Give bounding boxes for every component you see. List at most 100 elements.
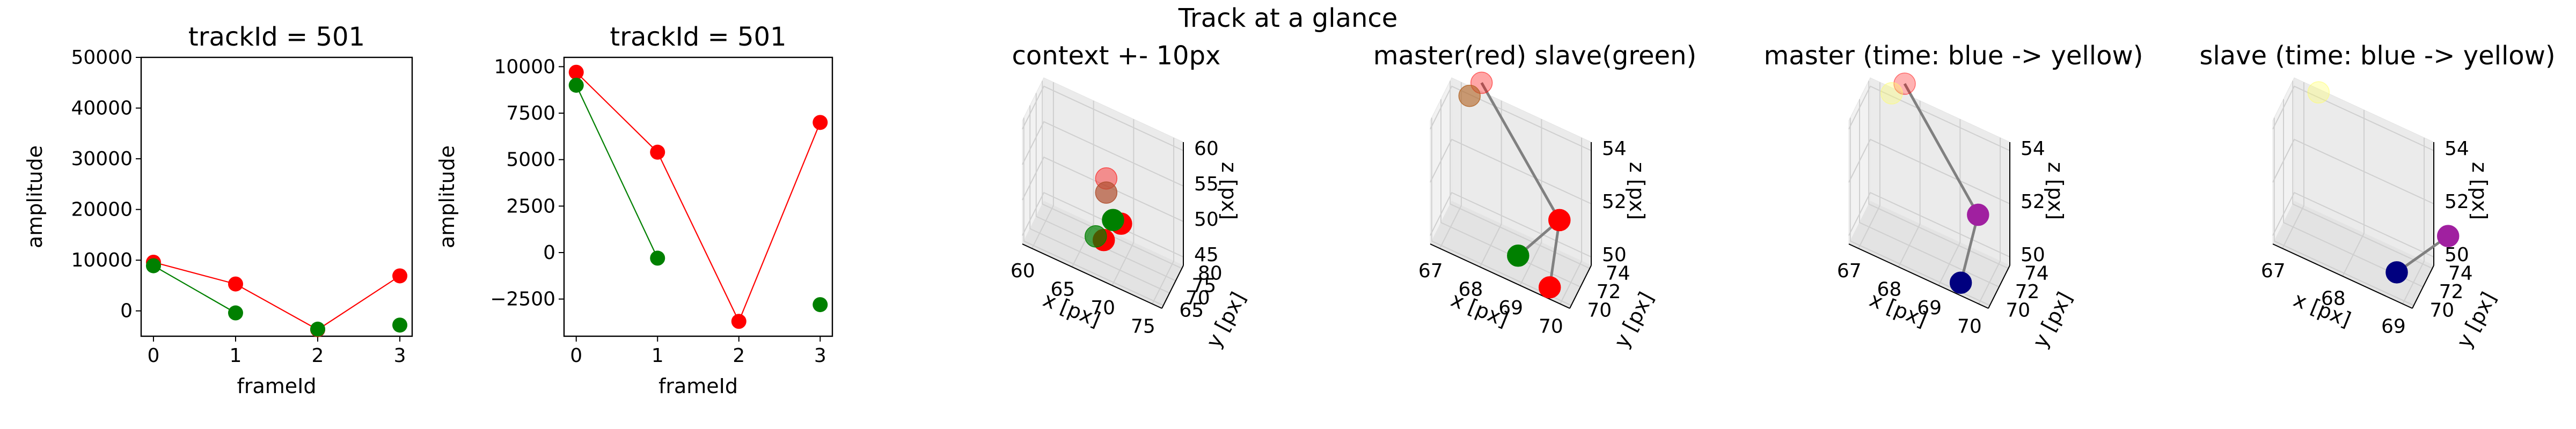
panels-group: trackId = 501 0 1 2 3 0 10000 20000 30000 40000 50… — [23, 22, 2556, 398]
z-tick-label: 54 — [2021, 138, 2045, 160]
data-point — [392, 268, 408, 284]
z-tick-label: 54 — [2445, 138, 2469, 160]
data-point — [2436, 225, 2460, 247]
z-axis-label: z [px] — [1217, 162, 1241, 220]
x-tick-label: 3 — [394, 345, 406, 367]
data-point — [813, 115, 828, 130]
x-grid-line — [2402, 137, 2425, 305]
x-tick-label: 70 — [1091, 297, 1115, 319]
z-tick-label: 54 — [1602, 138, 1627, 160]
z-grid-line — [1022, 85, 1184, 151]
y-tick-label: 7500 — [506, 102, 555, 124]
y-tick-label: 70 — [1185, 287, 1210, 309]
y-axis-label: amplitude — [23, 145, 47, 248]
y-grid-line — [1440, 99, 1581, 287]
x-tick-label: 68 — [2321, 288, 2346, 310]
y-axis-line — [2412, 265, 2434, 309]
y-tick-label: 5000 — [506, 149, 555, 171]
y-axis-line — [1988, 265, 2010, 309]
data-point — [813, 297, 828, 313]
z-grid-line — [1430, 85, 1592, 151]
x-tick-label: 0 — [148, 345, 160, 367]
x-axis-line — [1022, 243, 1162, 309]
z-grid-line — [1848, 85, 2010, 151]
data-point — [1893, 72, 1916, 95]
z-grid-line — [2272, 138, 2434, 204]
z-tick-label: 55 — [1194, 173, 1219, 195]
x-tick-label: 2 — [733, 345, 745, 367]
x-grid-line — [1560, 137, 1583, 305]
x-tick-label: 67 — [1837, 260, 1862, 282]
y-tick-label: 10000 — [71, 249, 133, 271]
y-tick-label: 65 — [1179, 300, 1204, 322]
z-axis-label: z [px] — [2468, 162, 2491, 220]
series-line — [575, 71, 821, 323]
x-tick-label: 60 — [1011, 260, 1035, 282]
chart-title: master (time: blue -> yellow) — [1764, 41, 2143, 71]
data-point — [1538, 276, 1561, 299]
chart-title: context +- 10px — [1012, 41, 1221, 71]
y-tick-label: 20000 — [71, 199, 133, 221]
data-point — [1095, 181, 1118, 204]
y-grid-line — [1868, 80, 2009, 269]
figure-suptitle: Track at a glance — [1178, 3, 1398, 33]
data-point — [1967, 203, 1989, 226]
z-grid-line — [2272, 191, 2434, 258]
data-point — [731, 314, 747, 329]
z-tick-label: 52 — [2445, 191, 2469, 213]
x-grid-line — [1439, 82, 1462, 249]
z-tick-label: 50 — [2445, 244, 2469, 266]
data-point — [2385, 261, 2408, 284]
x-axis-label: frameId — [237, 374, 316, 398]
3d-chart-1: context +- 10px606570756570758045505560x… — [1011, 41, 1250, 352]
y-tick-label: 10000 — [494, 56, 555, 78]
plot-frame — [140, 56, 413, 337]
data-point — [2307, 81, 2330, 104]
x-tick-label: 67 — [2261, 260, 2286, 282]
y-tick-label: 74 — [2448, 263, 2473, 285]
x-grid-line — [1479, 100, 1502, 268]
x-tick-label: 69 — [1498, 297, 1523, 319]
y-grid-line — [1849, 117, 1990, 306]
line-chart-2: trackId = 501 0 1 2 3 −2500 0 2500 5000 7500 10000… — [435, 22, 833, 398]
x-grid-line — [1519, 119, 1542, 286]
chart-title: master(red) slave(green) — [1373, 41, 1696, 71]
x-tick-label: 1 — [652, 345, 664, 367]
track-link — [1480, 82, 1561, 221]
data-point — [1548, 209, 1571, 232]
x-tick-label: 2 — [312, 345, 324, 367]
series-line — [575, 85, 658, 258]
data-point — [392, 317, 408, 333]
y-grid-line — [1450, 80, 1590, 269]
data-point — [1085, 225, 1107, 248]
x-grid-line — [1031, 82, 1054, 249]
z-axis-label: z [px] — [1625, 162, 1649, 220]
z-axis-label: z [px] — [2044, 162, 2067, 220]
z-tick-label: 52 — [1602, 191, 1627, 213]
z-grid-line — [1430, 191, 1592, 258]
x-tick-label: 68 — [1459, 278, 1483, 300]
data-point — [1949, 271, 1972, 294]
chart-title: trackId = 501 — [188, 22, 365, 52]
z-grid-line — [1848, 138, 2010, 204]
x-tick-label: 0 — [570, 345, 582, 367]
z-tick-label: 50 — [2021, 244, 2045, 266]
z-grid-line — [2272, 85, 2434, 151]
y-tick-label: 74 — [1606, 263, 1630, 285]
data-point — [145, 258, 161, 273]
x-grid-line — [1071, 100, 1094, 268]
y-grid-line — [1023, 117, 1164, 306]
z-grid-line — [1430, 138, 1592, 204]
z-grid-line — [1022, 191, 1184, 258]
data-point — [1458, 85, 1481, 107]
y-grid-line — [2273, 117, 2414, 306]
plot-frame — [563, 56, 833, 337]
y-grid-line — [1431, 117, 1572, 306]
data-point — [568, 78, 584, 93]
series-line — [153, 261, 400, 330]
z-tick-label: 60 — [1194, 138, 1219, 160]
y-tick-label: 70 — [2006, 300, 2030, 322]
y-tick-label: 50000 — [71, 47, 133, 69]
chart-title: slave (time: blue -> yellow) — [2199, 41, 2555, 71]
y-tick-label: 70 — [2429, 300, 2454, 322]
